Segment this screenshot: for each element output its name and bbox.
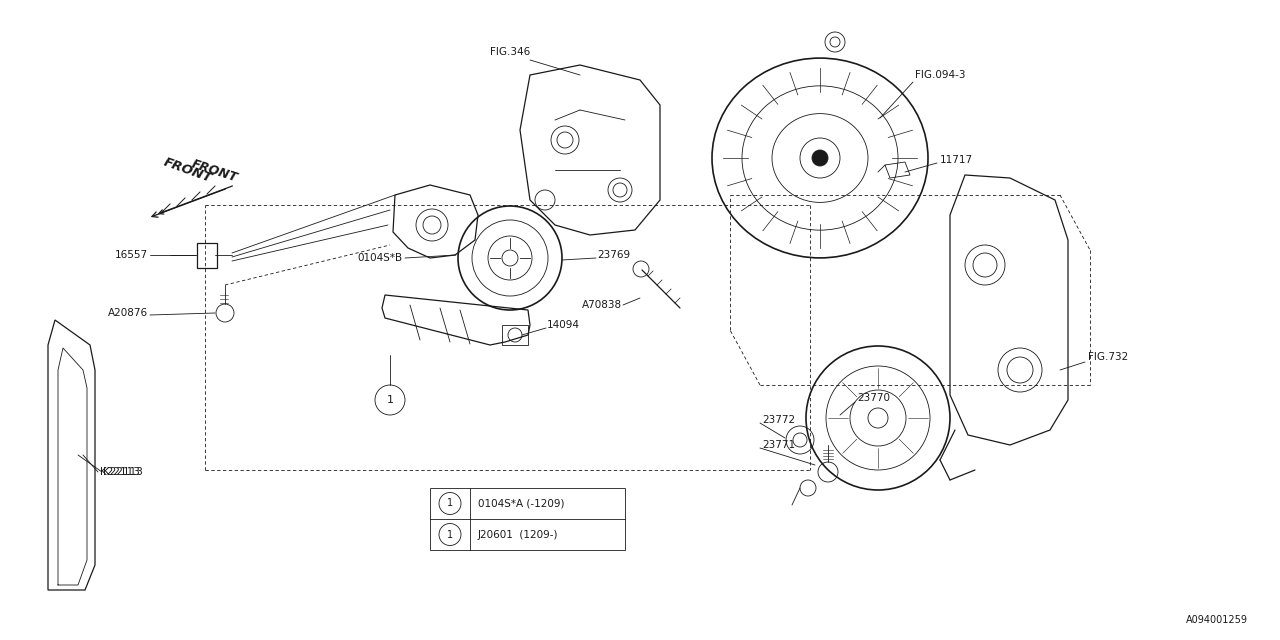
Text: A094001259: A094001259: [1187, 615, 1248, 625]
Text: FIG.732: FIG.732: [1088, 352, 1128, 362]
Text: A20876: A20876: [108, 308, 148, 318]
Text: 1: 1: [447, 529, 453, 540]
Text: 1: 1: [387, 395, 393, 405]
Text: FIG.346: FIG.346: [490, 47, 530, 57]
Text: FIG.094-3: FIG.094-3: [915, 70, 965, 80]
Circle shape: [800, 138, 840, 178]
Text: 1: 1: [447, 499, 453, 509]
Circle shape: [868, 408, 888, 428]
Text: 23772: 23772: [762, 415, 795, 425]
Text: 0104S*B: 0104S*B: [358, 253, 403, 263]
Text: 23769: 23769: [596, 250, 630, 260]
Text: K22113: K22113: [100, 467, 140, 477]
Circle shape: [812, 150, 828, 166]
Text: A70838: A70838: [582, 300, 622, 310]
Text: K22113: K22113: [102, 467, 143, 477]
Text: 14094: 14094: [547, 320, 580, 330]
Text: 23771: 23771: [762, 440, 795, 450]
Text: 16557: 16557: [115, 250, 148, 260]
Text: 0104S*A (-1209): 0104S*A (-1209): [477, 499, 564, 509]
Text: FRONT: FRONT: [191, 158, 239, 185]
Text: 11717: 11717: [940, 155, 973, 165]
Circle shape: [502, 250, 518, 266]
Text: J20601  (1209-): J20601 (1209-): [477, 529, 558, 540]
Text: FRONT: FRONT: [163, 156, 214, 185]
Text: 23770: 23770: [858, 393, 890, 403]
